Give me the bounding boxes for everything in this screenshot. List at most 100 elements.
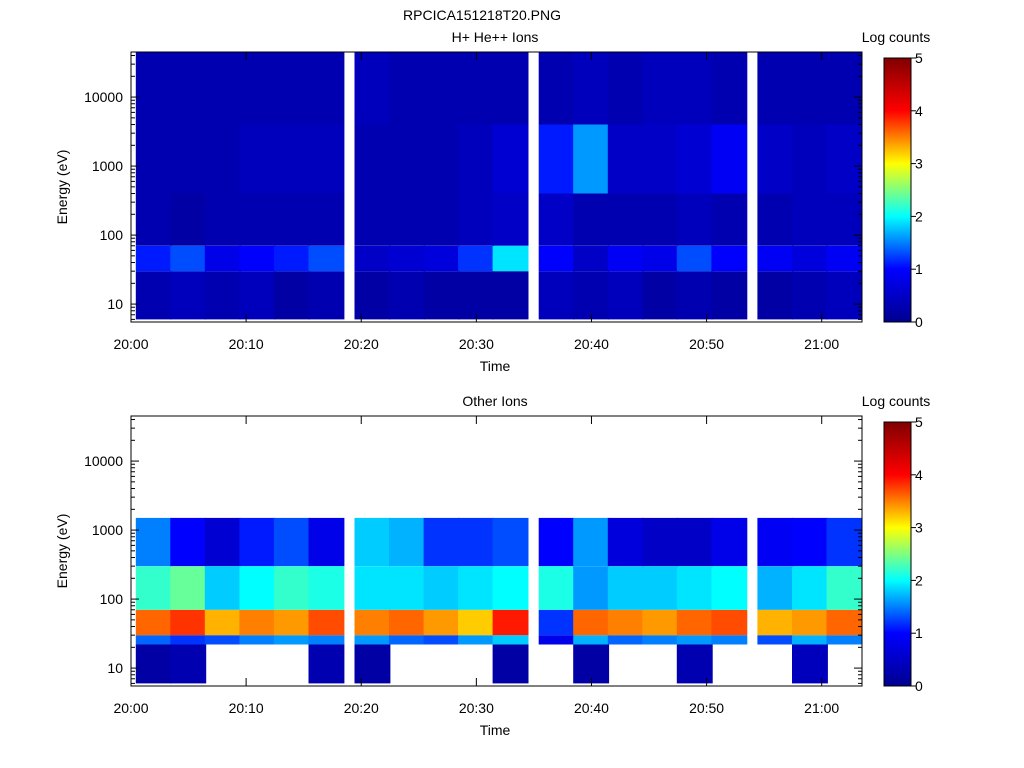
heatmap-cell [826, 271, 863, 320]
heatmap-cell [273, 635, 310, 645]
heatmap-cell [492, 517, 529, 567]
heatmap-cell [273, 609, 310, 636]
colorbar-tick-label: 0 [915, 678, 923, 694]
heatmap-cell [538, 609, 575, 636]
heatmap-cell [308, 609, 345, 636]
heatmap-cell [204, 566, 241, 610]
heatmap-cell [676, 644, 713, 684]
heatmap-cell [757, 566, 794, 610]
heatmap-cell [389, 635, 425, 645]
heatmap-cell [354, 635, 391, 645]
heatmap-cell [308, 566, 345, 610]
heatmap-cell [711, 635, 748, 645]
colorbar-tick-label: 4 [915, 467, 923, 483]
heatmap-cell [573, 52, 610, 125]
heatmap-cell [389, 566, 425, 610]
heatmap-cell [607, 635, 644, 645]
heatmap-cell [458, 517, 494, 567]
heatmap-cell [492, 271, 529, 320]
colorbar-label: Log counts [862, 29, 931, 45]
heatmap-cell [204, 52, 241, 125]
panel-title: H+ He++ Ions [452, 29, 539, 45]
heatmap-cell [757, 635, 794, 645]
heatmap-cell [308, 517, 345, 567]
heatmap-cell [170, 635, 207, 645]
colorbar-tick-label: 3 [915, 520, 923, 536]
heatmap-cell [239, 52, 276, 125]
heatmap-cell [757, 609, 794, 636]
heatmap-cell [273, 566, 310, 610]
heatmap-cell [308, 271, 345, 320]
heatmap-cell [308, 193, 345, 246]
heatmap-cell [239, 517, 276, 567]
y-axis: 10 100 1000 10000 [84, 55, 862, 320]
heatmap-cell [273, 517, 310, 567]
colorbar [883, 57, 912, 323]
heatmap-cell [423, 609, 460, 636]
figure-title: RPCICA151218T20.PNG [403, 7, 561, 23]
heatmap-cell [676, 124, 713, 194]
heatmap-cell [458, 635, 494, 645]
heatmap-cell [354, 124, 391, 194]
heatmap-cell [757, 124, 794, 194]
heatmap-cell [492, 644, 529, 684]
heatmap-cell [492, 609, 529, 636]
heatmap-cell [792, 517, 828, 567]
x-tick-label: 20:40 [574, 336, 609, 352]
heatmap-cell [538, 271, 575, 320]
colorbar-tick-label: 0 [915, 314, 923, 330]
heatmap-cell [458, 124, 494, 194]
heatmap-cell [711, 52, 748, 125]
heatmap-cell [538, 635, 575, 645]
heatmap-cell [642, 271, 679, 320]
heatmap-cell [757, 52, 794, 125]
heatmap-cells [135, 52, 863, 320]
heatmap-cell [354, 517, 391, 567]
heatmap-cell [170, 644, 207, 684]
heatmap-cell [135, 644, 172, 684]
heatmap-cell [423, 245, 460, 272]
heatmap-cell [538, 193, 575, 246]
y-tick-label: 1000 [92, 522, 123, 538]
heatmap-cell [757, 245, 794, 272]
x-tick-label: 20:20 [344, 336, 379, 352]
x-tick-label: 20:10 [229, 336, 264, 352]
heatmap-cell [676, 245, 713, 272]
heatmap-cell [389, 124, 425, 194]
heatmap-cell [423, 566, 460, 610]
heatmap-cell [792, 52, 828, 125]
heatmap-cell [573, 271, 610, 320]
heatmap-cell [170, 52, 207, 125]
heatmap-cell [354, 609, 391, 636]
heatmap-cell [423, 124, 460, 194]
heatmap-cell [135, 635, 172, 645]
heatmap-cell [354, 193, 391, 246]
heatmap-cell [676, 566, 713, 610]
heatmap-cell [792, 245, 828, 272]
heatmap-cell [308, 635, 345, 645]
x-tick-label: 20:50 [689, 336, 724, 352]
y-tick-label: 100 [100, 591, 124, 607]
heatmap-cell [239, 609, 276, 636]
heatmap-cell [273, 193, 310, 246]
y-tick-label: 10000 [84, 89, 123, 105]
heatmap-cell [607, 52, 644, 125]
heatmap-cell [239, 635, 276, 645]
x-tick-label: 20:20 [344, 700, 379, 716]
heatmap-cell [204, 124, 241, 194]
heatmap-cell [573, 124, 610, 194]
panel-other-ions: Other Ions 20:00 20:10 20:20 20:30 20:40 20:5… [54, 393, 930, 738]
heatmap-cell [642, 609, 679, 636]
heatmap-cell [170, 193, 207, 246]
x-tick-label: 20:50 [689, 700, 724, 716]
heatmap-cell [573, 566, 610, 610]
heatmap-cell [458, 193, 494, 246]
heatmap-cell [204, 245, 241, 272]
heatmap-cell [170, 609, 207, 636]
x-axis: 20:00 20:10 20:20 20:30 20:40 20:50 21:00 [113, 52, 839, 352]
heatmap-cell [458, 271, 494, 320]
heatmap-cell [492, 124, 529, 194]
x-tick-label: 20:30 [459, 336, 494, 352]
heatmap-cell [423, 271, 460, 320]
